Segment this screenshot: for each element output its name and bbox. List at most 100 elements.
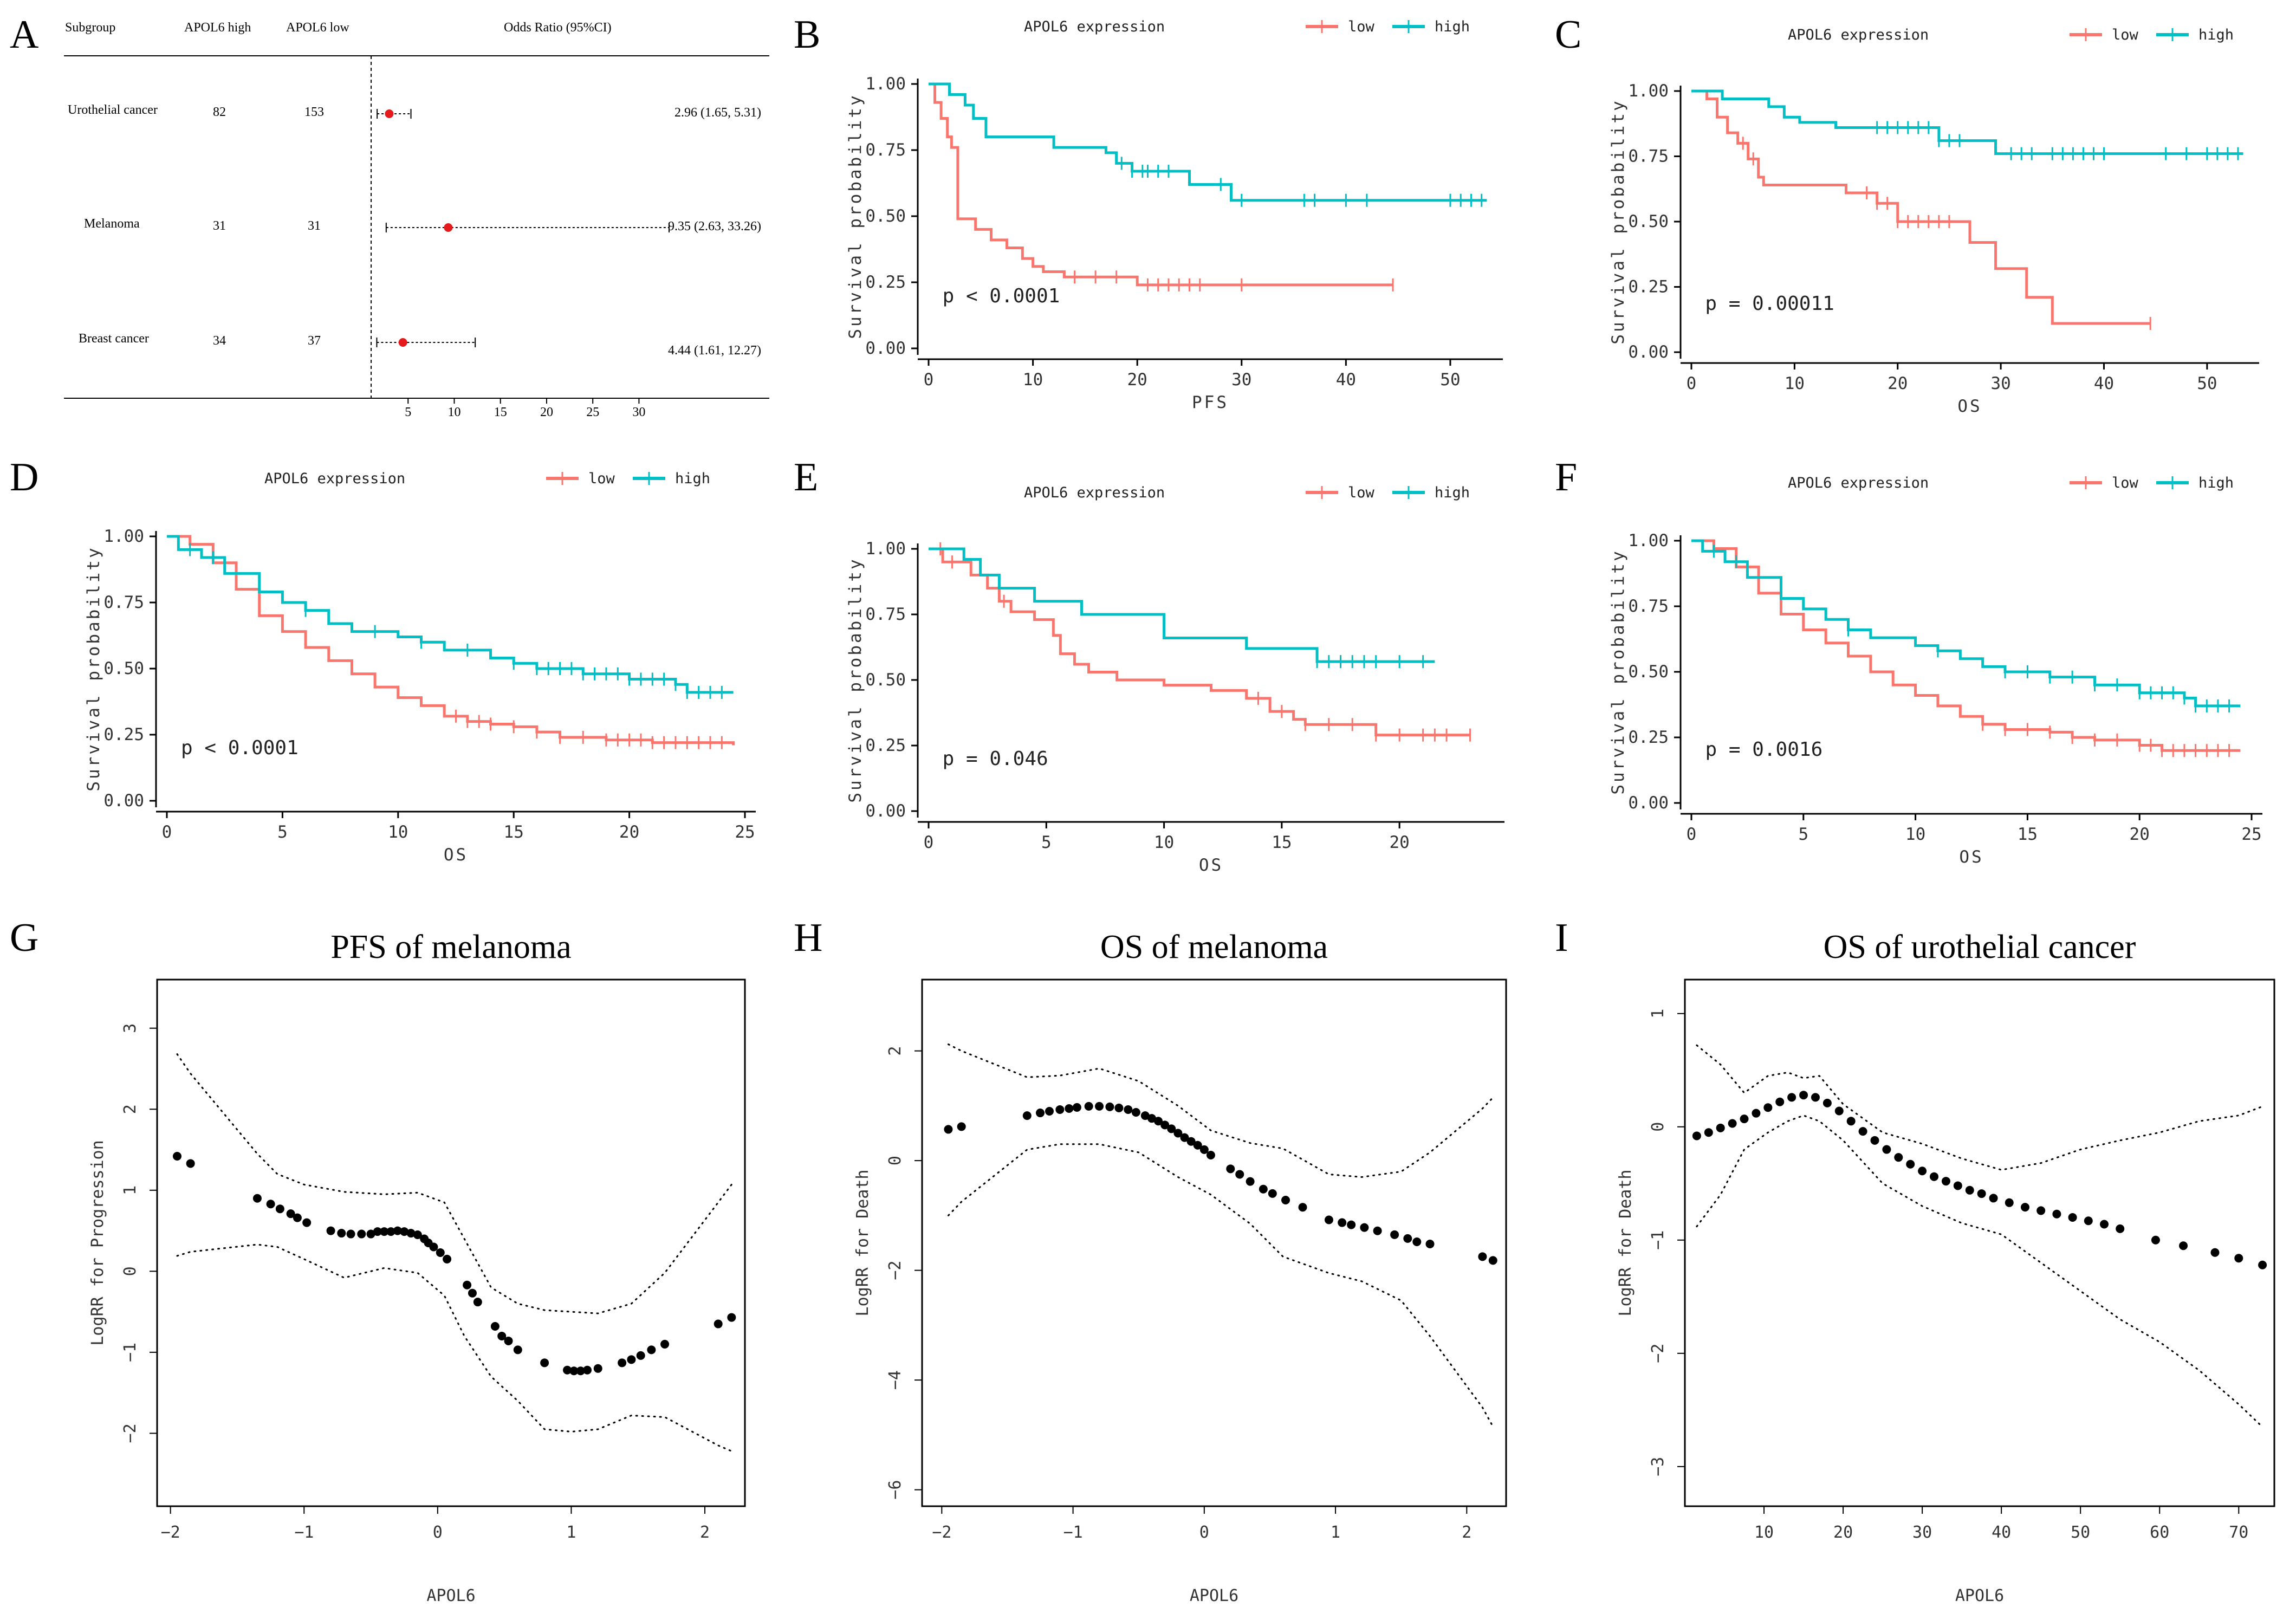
forest-row-high-count: 34 — [213, 334, 226, 348]
spline-x-tick-label: 20 — [1833, 1523, 1853, 1542]
spline-y-tick-label: −2 — [121, 1423, 140, 1443]
km-legend-label-high: high — [1435, 18, 1470, 35]
spline-point — [1360, 1223, 1369, 1232]
spline-point — [473, 1298, 482, 1307]
km-curve-high — [1691, 89, 2243, 155]
km-x-tick-label: 20 — [2130, 825, 2150, 844]
spline-point — [443, 1254, 452, 1263]
spline-point — [172, 1151, 181, 1161]
km-y-axis-label: Survival probability — [1609, 99, 1628, 344]
km-legend-label-low: low — [2112, 27, 2139, 43]
spline-point — [366, 1229, 375, 1239]
spline-point — [380, 1227, 389, 1236]
spline-point — [386, 1227, 395, 1236]
spline-point — [1022, 1111, 1032, 1120]
km-x-tick-label: 10 — [1154, 833, 1174, 852]
spline-point — [497, 1331, 507, 1340]
spline-point — [583, 1365, 592, 1375]
spline-point — [400, 1227, 409, 1236]
km-curve-high — [1691, 539, 2241, 708]
spline-point — [1167, 1124, 1176, 1133]
spline-point — [1870, 1136, 1879, 1145]
spline-point — [1186, 1137, 1196, 1146]
spline-point — [1930, 1172, 1939, 1181]
spline-y-tick-label: 0 — [121, 1266, 140, 1276]
spline-x-tick-label: 50 — [2071, 1523, 2090, 1542]
spline-point — [302, 1218, 312, 1227]
panel-letter-f: F — [1555, 455, 1577, 500]
spline-point — [1373, 1226, 1382, 1235]
km-legend-label-high: high — [675, 470, 710, 487]
spline-y-tick-label: 0 — [886, 1156, 905, 1165]
forest-header-subgroup: Subgroup — [65, 21, 115, 35]
km-x-tick-label: 20 — [1888, 374, 1908, 393]
km-curve-low — [167, 535, 735, 746]
km-p-value: p < 0.0001 — [943, 285, 1060, 307]
km-x-tick-label: 5 — [1041, 833, 1052, 852]
km-x-tick-label: 20 — [1127, 370, 1147, 390]
spline-title: PFS of melanoma — [330, 929, 571, 965]
spline-x-tick-label: 0 — [433, 1523, 443, 1542]
spline-point — [1193, 1141, 1202, 1150]
spline-x-tick-label: 30 — [1912, 1523, 1932, 1542]
spline-point — [1045, 1107, 1054, 1116]
spline-point — [1787, 1093, 1796, 1102]
spline-point — [436, 1248, 445, 1257]
km-x-tick-label: 10 — [1023, 370, 1043, 390]
forest-point — [398, 338, 407, 347]
forest-row-low-count: 37 — [308, 334, 321, 348]
spline-point — [1114, 1103, 1124, 1112]
spline-point — [627, 1355, 636, 1364]
spline-panel-h: OS of melanoma −2 −1 0 1 2 −6 −4 −2 0 2 APOL6 LogRR … — [853, 929, 1507, 1605]
km-legend-title: APOL6 expression — [264, 470, 405, 487]
km-y-tick-label: 0.50 — [865, 206, 906, 226]
spline-point — [1235, 1170, 1244, 1179]
km-y-tick-label: 0.75 — [1628, 147, 1669, 166]
forest-row-label: Melanoma — [84, 217, 140, 231]
panel-letter-c: C — [1555, 12, 1581, 57]
km-y-tick-label: 0.50 — [1628, 212, 1669, 231]
forest-x-tick-label: 25 — [586, 405, 599, 419]
spline-point — [2210, 1248, 2220, 1257]
km-y-tick-label: 0.00 — [865, 339, 906, 358]
spline-point — [1728, 1119, 1737, 1128]
km-y-tick-label: 0.75 — [103, 593, 144, 612]
spline-point — [2084, 1216, 2093, 1226]
km-x-tick-label: 10 — [1785, 374, 1805, 393]
km-curve-high — [167, 535, 734, 694]
spline-point — [337, 1229, 346, 1238]
spline-point — [1246, 1177, 1255, 1186]
spline-x-tick-label: 40 — [1992, 1523, 2011, 1542]
forest-plot: Subgroup APOL6 high APOL6 low Odds Ratio (9… — [64, 21, 769, 419]
forest-row-high-count: 82 — [213, 105, 226, 119]
spline-point — [593, 1364, 602, 1373]
spline-panel-g: PFS of melanoma −2 −1 0 1 2 −2 −1 0 1 2 3 APOL6 LogRR… — [88, 929, 746, 1605]
spline-point — [1298, 1203, 1307, 1212]
panel-letter-d: D — [10, 455, 38, 500]
spline-point — [1488, 1256, 1497, 1265]
km-curve-low — [1691, 539, 2241, 752]
km-x-axis-label: OS — [1957, 397, 1982, 416]
spline-point — [252, 1194, 262, 1203]
spline-y-tick-label: −2 — [1649, 1344, 1668, 1363]
spline-y-tick-label: 2 — [886, 1046, 905, 1056]
spline-point — [647, 1345, 656, 1355]
km-legend-label-high: high — [2198, 27, 2234, 43]
spline-point — [1763, 1103, 1773, 1112]
spline-point — [429, 1242, 438, 1252]
spline-y-tick-label: −1 — [121, 1343, 140, 1362]
spline-point — [1858, 1127, 1867, 1136]
spline-point — [2068, 1213, 2077, 1222]
spline-point — [1846, 1117, 1856, 1126]
spline-point — [2036, 1206, 2046, 1215]
spline-ci-upper — [1696, 1044, 2263, 1171]
spline-point — [1226, 1164, 1235, 1174]
km-curve-low — [929, 82, 1393, 287]
km-legend-title: APOL6 expression — [1788, 27, 1929, 43]
km-x-tick-label: 0 — [924, 833, 934, 852]
km-panel-d: APOL6 expression low high 0.00 0.25 0.50 0.75 1… — [84, 470, 756, 865]
spline-point — [1131, 1108, 1140, 1117]
panel-letter-b: B — [794, 12, 820, 57]
spline-point — [1822, 1098, 1832, 1107]
